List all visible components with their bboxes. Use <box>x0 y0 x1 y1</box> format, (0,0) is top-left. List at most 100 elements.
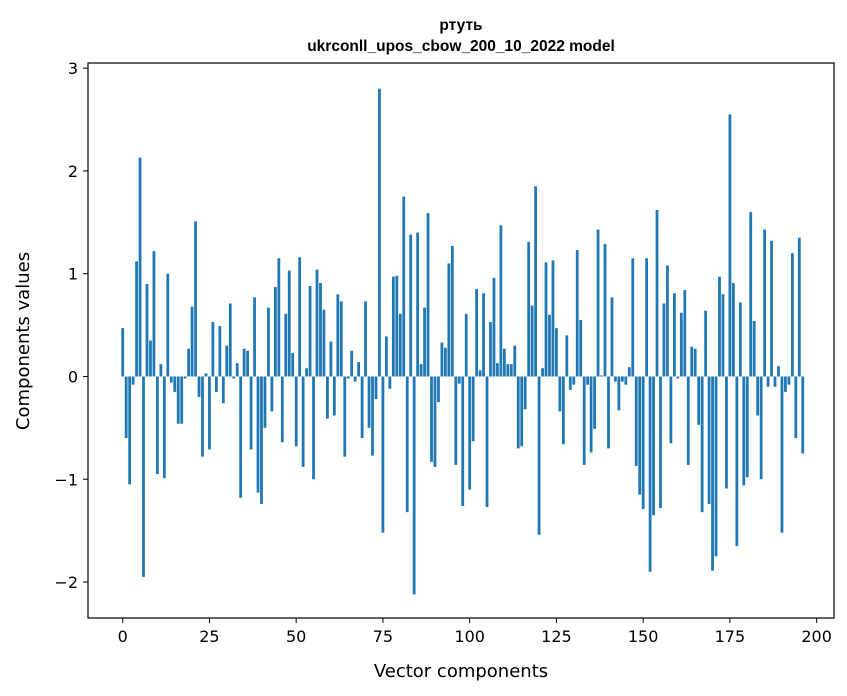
bar-127 <box>561 376 565 445</box>
bar-148 <box>634 376 638 466</box>
bar-151 <box>645 258 649 377</box>
bar-14 <box>169 376 173 383</box>
bar-16 <box>176 376 180 424</box>
bar-137 <box>596 229 600 377</box>
bar-189 <box>777 366 780 377</box>
bar-104 <box>482 293 485 377</box>
bar-52 <box>301 376 305 467</box>
bar-153 <box>652 376 655 516</box>
bar-67 <box>353 376 357 382</box>
chart-title: ртуть <box>439 17 482 34</box>
bar-42 <box>267 307 270 377</box>
bar-20 <box>190 306 194 377</box>
bar-50 <box>294 376 298 447</box>
bar-177 <box>735 376 739 547</box>
bar-30 <box>225 345 229 377</box>
bar-118 <box>530 305 534 377</box>
bar-130 <box>572 376 576 385</box>
x-tick-label: 175 <box>715 627 746 646</box>
bar-49 <box>291 352 295 377</box>
bar-195 <box>797 237 801 377</box>
bar-8 <box>149 340 152 377</box>
y-tick-label: −2 <box>54 573 78 592</box>
bar-161 <box>679 312 683 377</box>
plot-frame <box>87 62 835 619</box>
bar-94 <box>447 263 451 377</box>
bar-84 <box>412 376 416 595</box>
bar-114 <box>516 376 520 449</box>
bar-46 <box>280 376 284 443</box>
bar-65 <box>346 376 350 379</box>
bar-0 <box>121 328 125 377</box>
bar-25 <box>208 376 211 450</box>
bar-155 <box>659 376 662 509</box>
bar-85 <box>416 232 420 377</box>
bar-54 <box>308 286 312 377</box>
bar-171 <box>714 376 718 557</box>
bar-133 <box>582 376 586 465</box>
bar-170 <box>711 376 714 571</box>
bar-39 <box>256 376 260 493</box>
bar-168 <box>704 310 708 377</box>
bar-18 <box>183 376 187 379</box>
bar-139 <box>603 243 607 377</box>
bar-68 <box>357 362 361 377</box>
bar-134 <box>586 376 590 385</box>
bar-119 <box>534 186 537 377</box>
x-tick-label: 100 <box>454 627 485 646</box>
bar-82 <box>405 376 409 513</box>
bar-145 <box>624 376 628 385</box>
bar-34 <box>239 376 243 498</box>
x-axis-ticks: 0 25 50 75 100 125 150 175 200 <box>118 618 832 646</box>
bar-71 <box>367 376 371 428</box>
bar-15 <box>173 376 177 392</box>
bar-12 <box>162 376 166 479</box>
y-tick-label: 0 <box>68 367 78 386</box>
bar-95 <box>450 245 454 377</box>
bar-69 <box>360 376 364 439</box>
bar-164 <box>690 346 694 377</box>
bar-159 <box>673 293 676 377</box>
bar-58 <box>322 309 326 377</box>
bar-108 <box>496 363 499 377</box>
y-axis-label: Components values <box>13 252 34 430</box>
bar-79 <box>395 275 399 377</box>
bar-98 <box>461 376 465 506</box>
bar-56 <box>315 269 319 377</box>
bar-192 <box>787 376 791 385</box>
bar-172 <box>718 276 721 377</box>
bar-99 <box>464 313 468 377</box>
bar-1 <box>124 376 128 439</box>
x-tick-label: 50 <box>286 627 306 646</box>
bar-125 <box>555 328 558 377</box>
bar-91 <box>437 376 440 403</box>
bar-131 <box>575 250 579 377</box>
bar-100 <box>468 376 472 490</box>
bar-32 <box>232 376 236 379</box>
bar-176 <box>731 282 735 377</box>
bar-88 <box>426 213 430 377</box>
y-tick-label: 2 <box>68 162 78 181</box>
bar-21 <box>194 221 197 377</box>
bar-162 <box>683 290 687 377</box>
bar-26 <box>211 322 215 377</box>
bar-27 <box>214 376 218 392</box>
bar-158 <box>669 376 673 444</box>
bar-43 <box>270 376 274 412</box>
bar-81 <box>402 196 406 377</box>
y-tick-label: 1 <box>68 265 78 284</box>
bar-160 <box>676 376 680 379</box>
bar-57 <box>319 282 322 377</box>
bar-19 <box>187 348 191 377</box>
x-tick-label: 25 <box>199 627 219 646</box>
bar-184 <box>759 376 763 480</box>
bar-174 <box>725 376 728 489</box>
x-tick-label: 125 <box>541 627 572 646</box>
bar-36 <box>246 350 249 377</box>
bar-66 <box>350 350 354 377</box>
bar-147 <box>631 258 635 377</box>
bar-143 <box>617 376 621 411</box>
bar-10 <box>156 376 159 475</box>
bar-166 <box>697 376 701 425</box>
bar-29 <box>221 376 225 404</box>
